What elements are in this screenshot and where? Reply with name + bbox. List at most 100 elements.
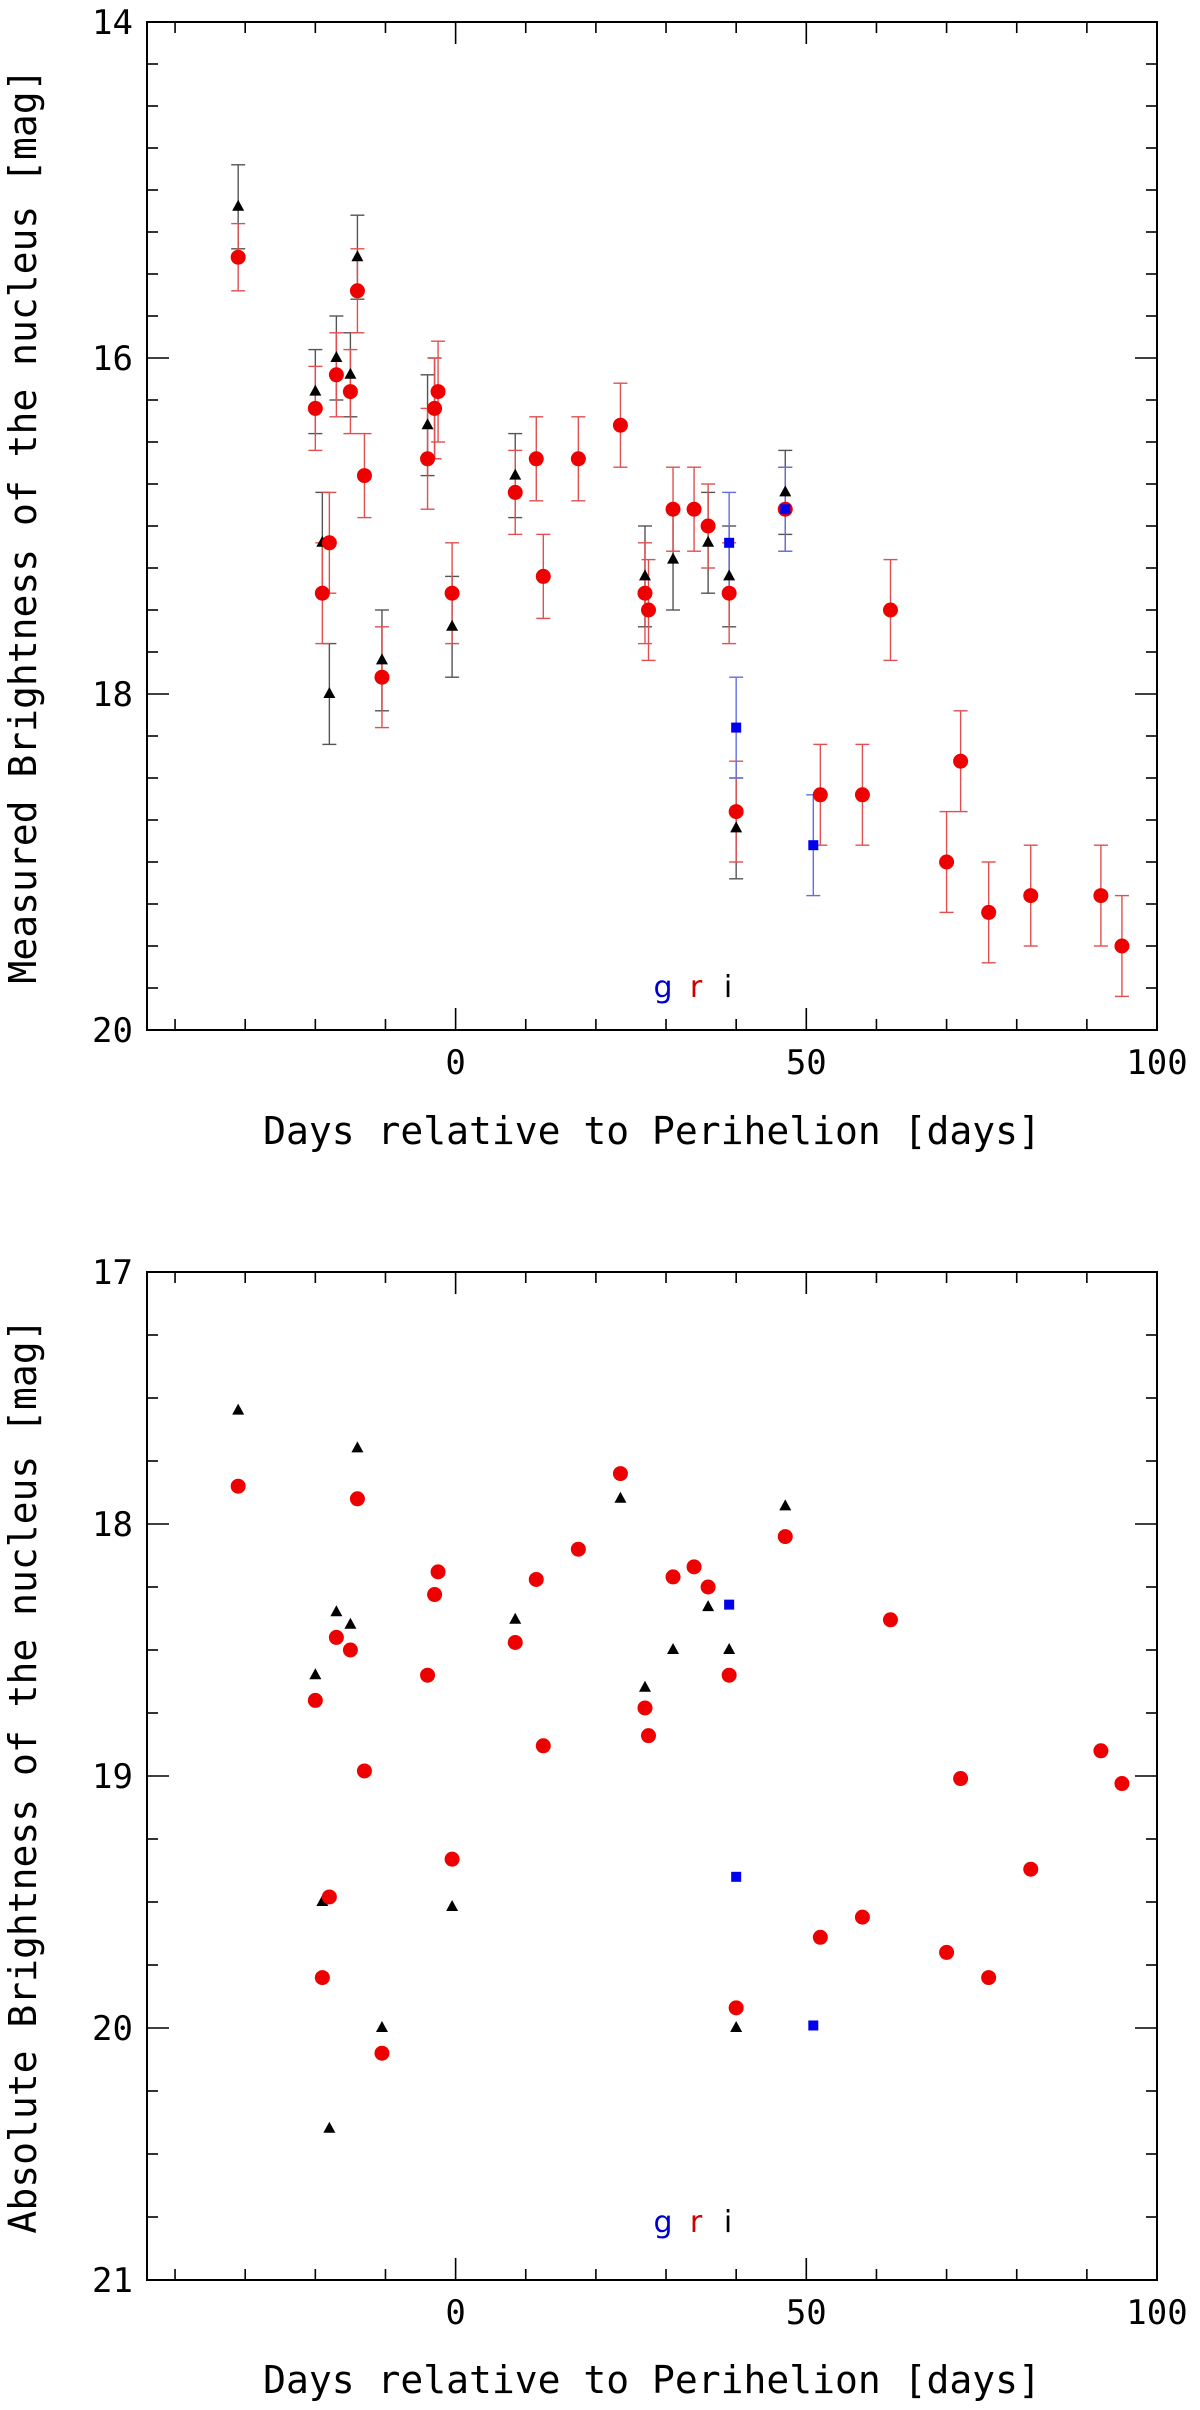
bottom-plot-frame — [146, 1271, 1158, 2281]
top-point-i — [667, 552, 680, 564]
top-point-r — [1023, 888, 1039, 904]
top-point-r — [1114, 938, 1130, 954]
top-y-tick-label: 16 — [92, 339, 133, 379]
bottom-point-r — [374, 2045, 390, 2061]
top-point-i — [730, 821, 743, 833]
top-point-r — [528, 451, 544, 467]
top-point-r — [420, 451, 436, 467]
bottom-point-r — [1114, 1776, 1130, 1792]
bottom-point-g — [724, 1599, 735, 1610]
top-point-r — [430, 384, 446, 400]
bottom-point-r — [700, 1579, 716, 1595]
bottom-point-r — [953, 1771, 969, 1787]
top-point-r — [812, 787, 828, 803]
top-point-r — [854, 787, 870, 803]
top-plot-frame — [146, 21, 1158, 1031]
bottom-point-i — [723, 1643, 736, 1654]
bottom-point-r — [1023, 1861, 1039, 1877]
bottom-point-g — [731, 1871, 742, 1882]
top-legend-g: g — [653, 970, 672, 1005]
bottom-legend-i: i — [724, 2205, 732, 2240]
top-point-r — [507, 484, 523, 500]
bottom-point-i — [614, 1491, 627, 1503]
bottom-point-r — [728, 2000, 744, 2016]
bottom-point-r — [507, 1634, 523, 1650]
bottom-point-r — [420, 1667, 436, 1683]
top-point-r — [570, 451, 586, 467]
top-point-r — [939, 854, 955, 870]
top-legend-r: r — [690, 970, 703, 1005]
top-point-r — [721, 585, 737, 601]
top-point-i — [232, 199, 245, 211]
bottom-point-i — [667, 1643, 680, 1654]
bottom-point-r — [342, 1642, 358, 1658]
bottom-x-tick-label: 50 — [786, 2293, 827, 2333]
bottom-legend-r: r — [690, 2205, 703, 2240]
top-point-i — [309, 384, 322, 396]
top-x-tick-label: 50 — [786, 1043, 827, 1083]
bottom-point-i — [323, 2121, 336, 2133]
top-point-r — [356, 468, 372, 484]
bottom-point-i — [638, 1680, 651, 1692]
top-x-axis-label: Days relative to Perihelion [days] — [263, 1109, 1041, 1153]
top-point-g — [808, 840, 819, 851]
bottom-point-i — [779, 1499, 792, 1511]
bottom-y-tick-label: 20 — [92, 2009, 133, 2049]
top-point-i — [446, 619, 459, 631]
bottom-point-r — [570, 1541, 586, 1557]
bottom-point-i — [509, 1612, 522, 1624]
bottom-point-r — [430, 1564, 446, 1580]
bottom-point-r — [812, 1929, 828, 1945]
top-y-axis-label: Measured Brightness of the nucleus [mag] — [1, 68, 45, 983]
bottom-point-r — [314, 1970, 330, 1986]
bottom-point-r — [321, 1889, 337, 1905]
top-point-i — [723, 569, 736, 581]
bottom-point-r — [981, 1970, 997, 1986]
top-point-r — [700, 518, 716, 534]
top-point-i — [702, 535, 715, 547]
bottom-point-i — [330, 1605, 343, 1617]
top-point-r — [1093, 888, 1109, 904]
bottom-x-tick-label: 100 — [1126, 2293, 1187, 2333]
top-point-g — [780, 504, 791, 515]
top-point-r — [637, 585, 653, 601]
bottom-point-g — [808, 2020, 819, 2031]
bottom-y-tick-label: 17 — [92, 1253, 133, 1293]
bottom-point-r — [882, 1612, 898, 1628]
top-point-i — [779, 485, 792, 497]
bottom-point-r — [777, 1529, 793, 1545]
top-x-tick-label: 100 — [1126, 1043, 1187, 1083]
bottom-legend-g: g — [653, 2205, 672, 2240]
bottom-point-i — [351, 1441, 364, 1453]
top-point-i — [421, 418, 434, 430]
top-point-g — [731, 722, 742, 733]
bottom-tick-labels: 0 50 100 17 18 19 20 21 — [92, 1253, 1188, 2333]
bottom-x-axis-label: Days relative to Perihelion [days] — [263, 2358, 1041, 2402]
bottom-point-r — [328, 1629, 344, 1645]
top-point-r — [314, 585, 330, 601]
top-point-r — [307, 400, 323, 416]
bottom-point-r — [307, 1692, 323, 1708]
bottom-y-tick-label: 18 — [92, 1505, 133, 1545]
top-point-i — [375, 653, 388, 665]
bottom-point-r — [356, 1763, 372, 1779]
top-point-i — [344, 367, 357, 379]
bottom-y-tick-label: 21 — [92, 2261, 133, 2301]
bottom-data-markers — [230, 1403, 1130, 2133]
bottom-point-r — [535, 1738, 551, 1754]
bottom-point-r — [528, 1571, 544, 1587]
bottom-y-tick-label: 19 — [92, 1757, 133, 1797]
top-point-i — [351, 250, 364, 262]
bottom-point-i — [730, 2021, 743, 2032]
top-ticks — [147, 21, 1158, 1031]
bottom-point-i — [702, 1600, 715, 1612]
bottom-point-r — [721, 1667, 737, 1683]
top-point-i — [323, 687, 336, 698]
top-point-g — [724, 537, 735, 548]
bottom-y-axis-label: Absolute Brightness of the nucleus [mag] — [1, 1318, 45, 2233]
bottom-point-r — [637, 1700, 653, 1716]
bottom-x-tick-label: 0 — [445, 2293, 465, 2333]
top-point-r — [640, 602, 656, 618]
bottom-point-r — [427, 1587, 443, 1603]
